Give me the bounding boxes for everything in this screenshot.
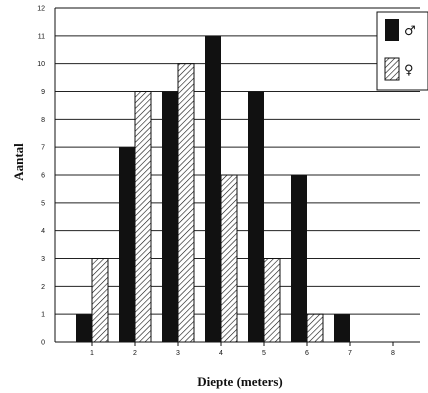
bar-male-3: [162, 91, 178, 342]
y-tick-label-8: 8: [41, 117, 45, 124]
y-tick-label-11: 11: [38, 33, 45, 40]
bar-male-7: [334, 314, 350, 342]
bar-male-4: [205, 35, 221, 342]
bar-female-5: [263, 258, 281, 343]
y-tick-label-3: 3: [41, 256, 45, 263]
legend: ♂ ♀: [376, 11, 428, 91]
x-tick-labels: 1 2 3 4 5 6 7 8: [90, 342, 395, 357]
x-tick-label-6: 6: [305, 350, 309, 357]
bars: [76, 35, 350, 343]
y-tick-label-1: 1: [41, 312, 45, 319]
x-axis-title: Diepte (meters): [197, 374, 283, 389]
x-tick-label-3: 3: [176, 350, 180, 357]
y-tick-label-7: 7: [41, 145, 45, 152]
x-tick-label-4: 4: [219, 350, 223, 357]
bar-male-1: [76, 314, 92, 342]
bar-female-3: [177, 63, 195, 343]
y-tick-label-2: 2: [41, 284, 45, 291]
legend-male-swatch: [385, 19, 399, 41]
bar-female-6: [306, 313, 324, 343]
legend-female-swatch: [384, 57, 400, 81]
bar-female-1: [91, 258, 109, 343]
legend-male-label: ♂: [404, 24, 416, 39]
x-tick-label-5: 5: [262, 350, 266, 357]
y-tick-label-0: 0: [41, 340, 45, 347]
bar-female-2: [134, 91, 152, 343]
y-tick-label-10: 10: [37, 61, 45, 68]
y-tick-label-5: 5: [41, 200, 45, 207]
bar-female-4: [220, 174, 238, 343]
x-tick-label-7: 7: [348, 350, 352, 357]
bar-male-5: [248, 91, 264, 342]
bar-male-6: [291, 175, 307, 342]
y-tick-label-4: 4: [41, 228, 45, 235]
y-axis-title: Aantal: [11, 143, 26, 181]
x-tick-label-8: 8: [391, 350, 395, 357]
y-tick-label-12: 12: [37, 6, 45, 13]
y-tick-label-9: 9: [41, 89, 45, 96]
y-tick-label-6: 6: [41, 173, 45, 180]
x-tick-label-2: 2: [133, 350, 137, 357]
bar-male-2: [119, 147, 135, 342]
legend-female-label: ♀: [404, 63, 414, 78]
x-tick-label-1: 1: [90, 350, 94, 357]
